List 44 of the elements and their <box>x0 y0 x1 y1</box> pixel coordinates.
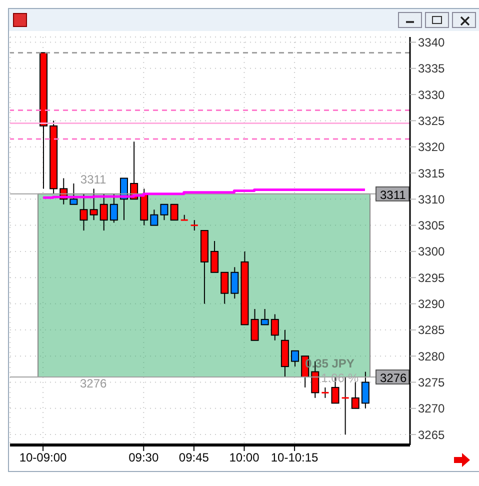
y-tick-label: 3280 <box>418 349 446 364</box>
ref-line-label: 3276 <box>380 371 408 385</box>
y-tick-label: 3305 <box>418 218 446 233</box>
y-tick-label: 3335 <box>418 62 446 76</box>
y-tick-label: 3310 <box>418 192 446 206</box>
candlestick <box>80 193 88 232</box>
candlestick <box>250 308 259 341</box>
candlestick <box>100 193 108 232</box>
candlestick <box>361 371 370 409</box>
y-tick-label: 3265 <box>418 428 446 442</box>
x-tick-label: 10-09:00 <box>19 450 68 465</box>
y-tick-label: 3270 <box>418 402 446 416</box>
y-tick-label: 3320 <box>418 140 446 154</box>
x-tick-label: 09:45 <box>178 450 210 465</box>
candlestick <box>70 182 78 205</box>
candlestick <box>230 266 239 300</box>
x-tick-label: 09:30 <box>128 450 159 465</box>
candlestick <box>110 193 118 224</box>
y-tick-label: 3325 <box>418 114 446 128</box>
candlestick <box>320 386 330 398</box>
x-tick-label: 10:00 <box>229 450 260 465</box>
y-tick-label: 3300 <box>418 244 446 259</box>
candlestick <box>150 209 158 226</box>
y-tick-label: 3275 <box>418 375 446 390</box>
y-tick-label: 3290 <box>418 297 446 312</box>
candlestick <box>351 382 360 409</box>
x-tick-label: 10-10:15 <box>270 450 319 465</box>
candlestick <box>270 314 279 341</box>
ref-line-label: 3311 <box>380 188 406 202</box>
annotation: 3311 <box>80 172 107 186</box>
candlestick <box>291 350 300 368</box>
candlestick <box>190 220 199 232</box>
y-tick-label: 3295 <box>418 270 446 285</box>
y-tick-label: 3340 <box>418 35 446 50</box>
candlestick <box>160 204 168 221</box>
y-tick-label: 3285 <box>418 323 446 338</box>
candlestick <box>260 308 269 326</box>
y-tick-label: 3315 <box>418 166 446 180</box>
annotation: 3276 <box>80 376 108 390</box>
candlestick <box>170 204 178 221</box>
y-tick-label: 3330 <box>418 88 446 102</box>
candlestick <box>210 240 219 273</box>
candlestick <box>90 188 98 221</box>
candlestick <box>220 272 229 304</box>
